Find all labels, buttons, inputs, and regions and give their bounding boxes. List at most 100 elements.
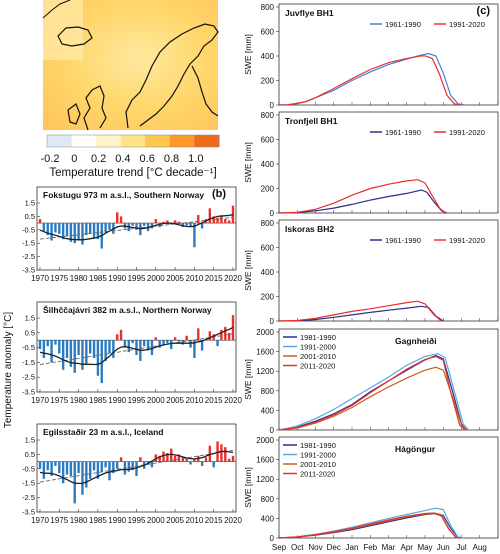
colorbar-tick-label: 0.8 xyxy=(164,153,179,165)
y-tick-label: 0 xyxy=(270,209,275,218)
y-tick-label: 1600 xyxy=(256,348,274,357)
anomaly-bar xyxy=(208,445,212,462)
x-tick-label: 1980 xyxy=(70,396,88,405)
swe-series-line xyxy=(278,55,462,106)
y-tick-label: 0 xyxy=(270,426,275,435)
legend-label: 1991-2020 xyxy=(449,236,485,245)
y-tick-label: 1.5 xyxy=(25,199,35,208)
y-tick-label: 1.5 xyxy=(25,314,35,323)
colorbar: -0.2 0 0.2 0.4 0.6 0.8 1.0 xyxy=(41,134,220,165)
y-tick-label: 0 xyxy=(270,101,275,110)
anomaly-bar xyxy=(216,441,219,462)
anomaly-bar xyxy=(77,223,80,241)
colorbar-tick-label: 1.0 xyxy=(188,153,203,165)
anomaly-bar xyxy=(150,461,154,468)
x-tick-label: 1970 xyxy=(31,396,49,405)
anomaly-bar xyxy=(158,455,161,462)
anomaly-bar xyxy=(177,454,181,462)
anomaly-bar xyxy=(189,340,192,348)
anomaly-bar xyxy=(224,447,227,462)
swe-series-line xyxy=(278,512,462,539)
colorbar-segment xyxy=(47,135,73,147)
x-tick-label: 1990 xyxy=(108,516,126,525)
anomaly-bar xyxy=(158,340,161,348)
anomaly-bar xyxy=(65,340,69,358)
anomaly-bar xyxy=(61,340,65,370)
anomaly-bar xyxy=(58,340,61,354)
y-tick-label: -1.5 xyxy=(22,479,35,488)
legend-label: 1991-2020 xyxy=(449,20,485,29)
legend-label: 1981-1990 xyxy=(300,333,336,342)
x-tick-label: 2000 xyxy=(147,516,165,525)
anomaly-bar xyxy=(173,455,177,462)
anomaly-bar xyxy=(150,340,154,355)
colorbar-segment xyxy=(194,135,220,147)
legend-label: 1981-1990 xyxy=(300,441,336,450)
y-tick-label: 800 xyxy=(261,219,275,228)
anomaly-bar xyxy=(61,461,65,484)
colorbar-tick-label: -0.2 xyxy=(41,153,60,165)
anomaly-bar xyxy=(193,340,196,358)
anomaly-bar xyxy=(193,458,196,462)
anomaly-bar xyxy=(92,340,96,358)
anomaly-bar xyxy=(181,340,185,345)
x-tick-label: 1975 xyxy=(50,516,68,525)
swe-ylabel: SWE [mm] xyxy=(243,359,253,400)
anomaly-bar xyxy=(166,340,169,344)
colorbar-segment xyxy=(71,135,97,147)
x-tick-label: 2010 xyxy=(186,516,204,525)
x-tick-label: 1995 xyxy=(128,396,146,405)
y-tick-label: -2.5 xyxy=(22,493,35,502)
map-panel xyxy=(42,0,219,131)
anomaly-bar xyxy=(200,340,204,351)
panel-b-label: (b) xyxy=(212,188,226,200)
anomaly-bar xyxy=(54,461,57,466)
swe-title: Gagnheiði xyxy=(395,336,437,346)
panel-c: 0 200 400 600 800 SWE [mm] Juvflye BH1 1961-199… xyxy=(243,3,499,552)
anomaly-bar xyxy=(200,223,204,229)
swe-series-line xyxy=(278,355,466,431)
legend-label: 1961-1990 xyxy=(385,236,421,245)
swe-frame xyxy=(278,3,499,106)
anomaly-bar xyxy=(131,223,134,226)
anomaly-bar xyxy=(170,340,173,350)
station-panel: Šilhččajávri 382 m a.s.l., Northern Norw… xyxy=(22,301,242,405)
anomaly-bar xyxy=(38,340,42,350)
anomaly-bar xyxy=(116,334,119,341)
y-tick-label: 2000 xyxy=(256,328,274,337)
smoothed-curve xyxy=(39,450,234,485)
anomaly-bar xyxy=(224,219,227,224)
swe-series-line xyxy=(278,352,470,431)
panel-b-ylabel: Temperature anomaly [°C] xyxy=(3,312,14,428)
colorbar-tick-label: 0.2 xyxy=(91,153,106,165)
swe-frame xyxy=(278,328,499,431)
anomaly-bar xyxy=(65,223,69,237)
anomaly-bar xyxy=(58,223,61,234)
month-label: Mar xyxy=(382,543,396,552)
anomaly-bar xyxy=(123,340,127,348)
x-tick-label: 2020 xyxy=(224,274,242,283)
y-tick-label: -3.5 xyxy=(22,266,35,275)
swe-subplot: 0 200 400 600 800 SWE [mm] Juvflye BH1 1961-199… xyxy=(243,3,499,110)
legend-label: 1961-1990 xyxy=(385,20,421,29)
anomaly-bar xyxy=(46,223,49,236)
x-tick-label: 1990 xyxy=(108,274,126,283)
colorbar-segment xyxy=(145,135,171,147)
anomaly-bar xyxy=(185,458,188,462)
y-tick-label: -0.5 xyxy=(22,343,35,352)
colorbar-tick-label: 0 xyxy=(71,153,77,165)
anomaly-bar xyxy=(92,461,96,471)
y-tick-label: 1600 xyxy=(256,456,274,465)
ireland-coastline xyxy=(67,103,81,125)
colorbar-segment xyxy=(120,135,146,147)
anomaly-bar xyxy=(104,461,107,468)
anomaly-bar xyxy=(65,461,69,475)
x-tick-label: 2015 xyxy=(205,516,223,525)
station-title: Šilhččajávri 382 m a.s.l., Northern Norw… xyxy=(43,304,212,315)
colorbar-frame xyxy=(46,134,220,148)
anomaly-bar xyxy=(100,461,103,472)
anomaly-bar xyxy=(162,451,165,462)
swe-title: Tronfjell BH1 xyxy=(285,116,338,126)
anomaly-bar xyxy=(96,340,100,376)
anomaly-bar xyxy=(104,223,107,233)
